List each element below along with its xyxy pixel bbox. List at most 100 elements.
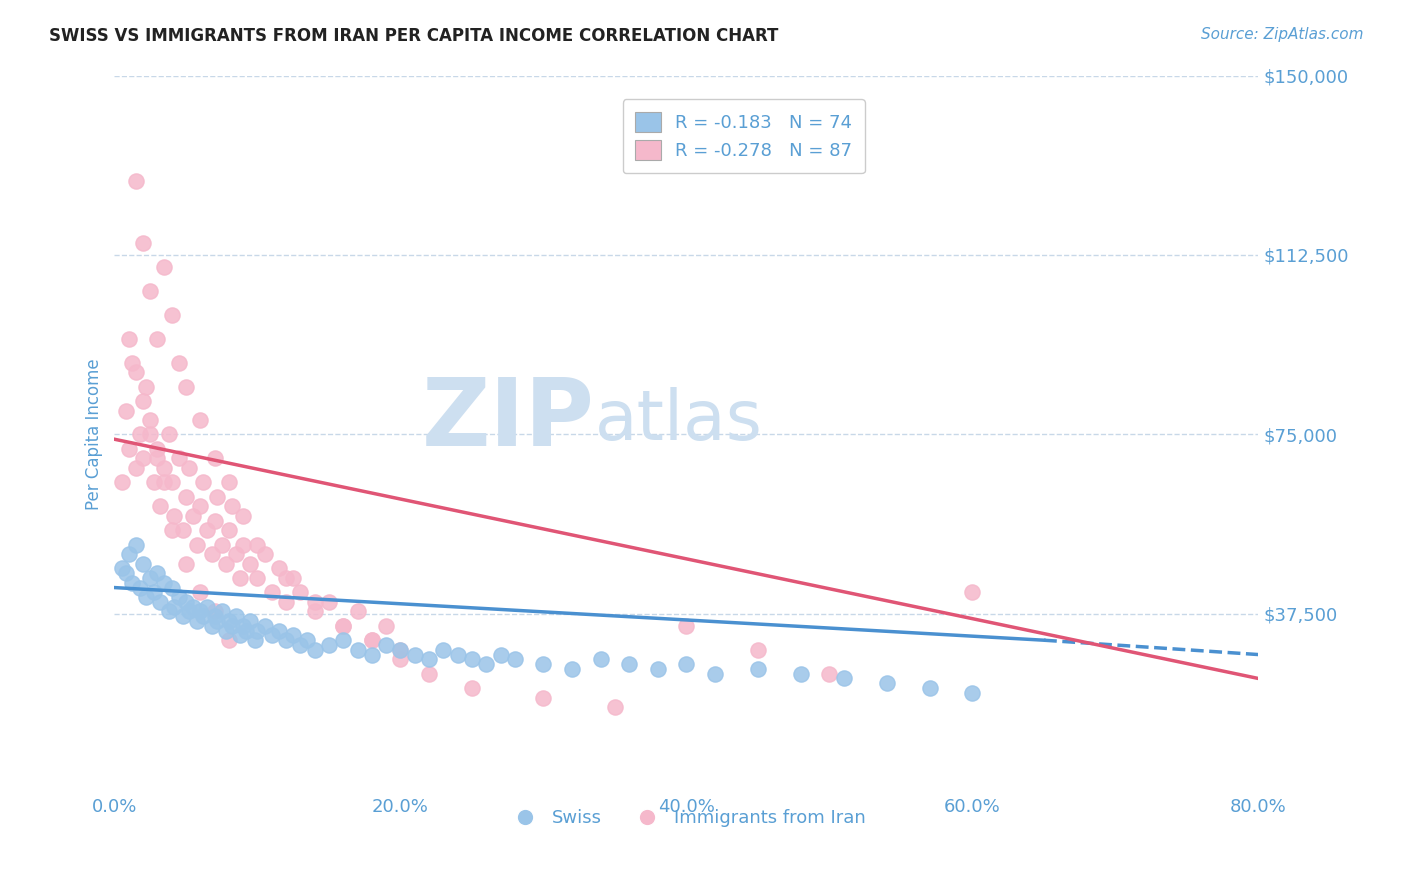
Point [172, 609, 194, 624]
Point [318, 595, 340, 609]
Point [290, 585, 312, 599]
Point [132, 393, 155, 408]
Point [533, 690, 555, 705]
Point [118, 547, 141, 561]
Point [163, 599, 186, 614]
Point [260, 628, 283, 642]
Point [153, 575, 176, 590]
Point [332, 619, 354, 633]
Point [619, 657, 641, 672]
Point [149, 595, 172, 609]
Point [243, 633, 266, 648]
Point [239, 614, 262, 628]
Point [675, 657, 697, 672]
Point [461, 681, 484, 695]
Point [215, 557, 238, 571]
Point [503, 652, 526, 666]
Point [174, 595, 197, 609]
Point [229, 571, 252, 585]
Point [121, 575, 143, 590]
Point [135, 590, 157, 604]
Point [174, 490, 197, 504]
Point [229, 628, 252, 642]
Point [177, 461, 200, 475]
Point [153, 475, 176, 490]
Point [143, 585, 166, 599]
Point [132, 557, 155, 571]
Point [204, 514, 226, 528]
Point [589, 652, 612, 666]
Point [211, 605, 233, 619]
Point [201, 547, 224, 561]
Point [207, 490, 229, 504]
Point [918, 681, 941, 695]
Point [146, 442, 169, 456]
Text: atlas: atlas [595, 386, 763, 453]
Point [129, 427, 152, 442]
Point [115, 403, 138, 417]
Point [125, 537, 148, 551]
Point [115, 566, 138, 581]
Point [747, 662, 769, 676]
Point [318, 638, 340, 652]
Point [135, 379, 157, 393]
Point [446, 648, 468, 662]
Point [232, 619, 254, 633]
Point [139, 427, 162, 442]
Point [125, 174, 148, 188]
Point [704, 666, 727, 681]
Point [561, 662, 583, 676]
Point [191, 475, 214, 490]
Point [790, 666, 813, 681]
Point [218, 475, 240, 490]
Point [232, 508, 254, 523]
Point [389, 642, 412, 657]
Point [149, 500, 172, 514]
Point [267, 624, 290, 638]
Point [160, 523, 183, 537]
Point [207, 614, 229, 628]
Point [747, 642, 769, 657]
Point [225, 609, 247, 624]
Point [603, 700, 626, 714]
Point [129, 581, 152, 595]
Point [118, 332, 141, 346]
Text: ZIP: ZIP [422, 374, 595, 467]
Point [139, 571, 162, 585]
Point [332, 619, 354, 633]
Point [215, 624, 238, 638]
Point [253, 547, 276, 561]
Point [110, 475, 132, 490]
Point [832, 672, 855, 686]
Point [274, 595, 297, 609]
Point [146, 332, 169, 346]
Point [188, 585, 211, 599]
Point [188, 605, 211, 619]
Point [232, 537, 254, 551]
Point [267, 561, 290, 575]
Point [675, 619, 697, 633]
Point [876, 676, 898, 690]
Point [260, 585, 283, 599]
Text: SWISS VS IMMIGRANTS FROM IRAN PER CAPITA INCOME CORRELATION CHART: SWISS VS IMMIGRANTS FROM IRAN PER CAPITA… [49, 27, 779, 45]
Point [221, 619, 243, 633]
Point [186, 614, 208, 628]
Point [253, 619, 276, 633]
Point [647, 662, 669, 676]
Point [360, 633, 382, 648]
Point [118, 442, 141, 456]
Y-axis label: Per Capita Income: Per Capita Income [86, 359, 103, 510]
Point [160, 308, 183, 322]
Point [475, 657, 498, 672]
Point [211, 537, 233, 551]
Point [432, 642, 454, 657]
Point [360, 648, 382, 662]
Point [346, 605, 368, 619]
Point [218, 614, 240, 628]
Point [181, 599, 204, 614]
Point [160, 581, 183, 595]
Point [389, 652, 412, 666]
Legend: Swiss, Immigrants from Iran: Swiss, Immigrants from Iran [499, 802, 873, 835]
Point [283, 628, 305, 642]
Point [404, 648, 426, 662]
